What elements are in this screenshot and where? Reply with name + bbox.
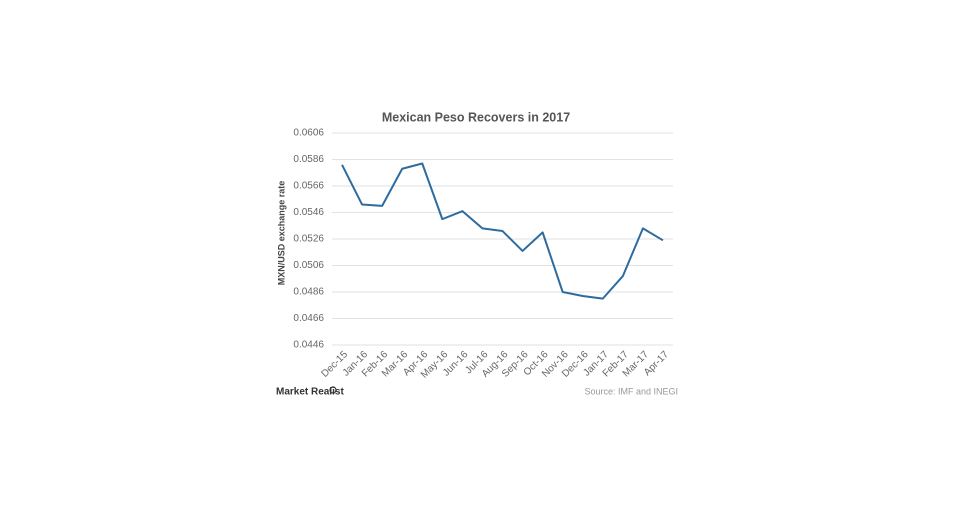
y-tick-label: 0.0446 [293, 340, 324, 351]
brand: Market Realist [276, 387, 344, 398]
y-tick-label: 0.0546 [293, 207, 324, 218]
brand-icon [329, 386, 337, 394]
y-tick-label: 0.0566 [293, 181, 324, 192]
y-tick-label: 0.0506 [293, 260, 324, 271]
line-series [341, 162, 664, 300]
y-tick-label: 0.0526 [293, 234, 324, 245]
source-note: Source: IMF and INEGI [584, 386, 678, 396]
y-tick-label: 0.0586 [293, 154, 324, 165]
chart-title: Mexican Peso Recovers in 2017 [382, 110, 570, 124]
y-tick-label: 0.0486 [293, 287, 324, 298]
y-axis-label: MXN/USD exchange rate [276, 181, 286, 286]
y-tick-label: 0.0466 [293, 313, 324, 324]
y-tick-label: 0.0606 [293, 128, 324, 139]
